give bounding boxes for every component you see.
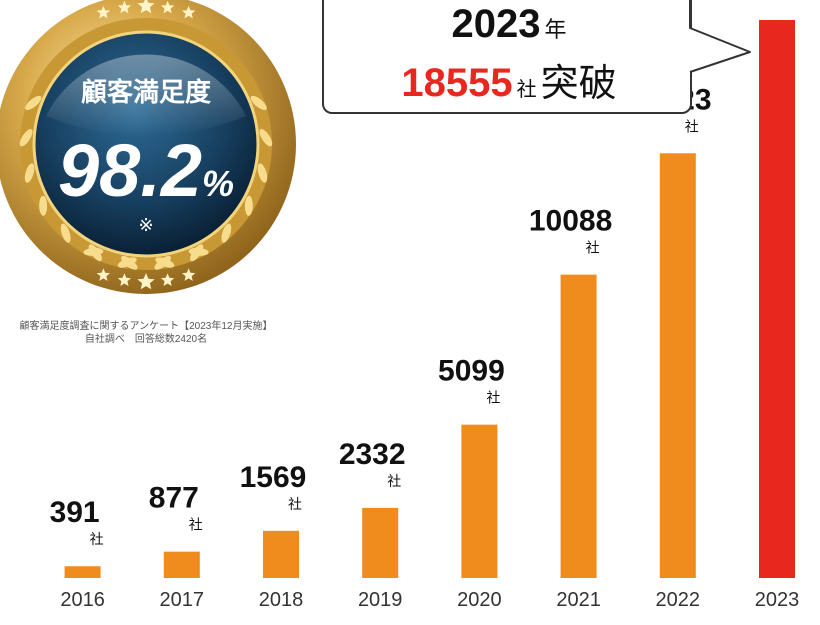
survey-note-line2: 自社調べ 回答総数2420名 (84, 334, 208, 345)
x-tick-2020: 2020 (457, 589, 502, 611)
value-label-2018: 1569 (240, 461, 307, 494)
value-unit-2021: 社 (586, 240, 600, 256)
laurel-icon (19, 95, 273, 270)
bar-2023 (759, 20, 795, 578)
bars-group (64, 20, 795, 578)
medal-footnote-mark: ※ (138, 215, 153, 235)
bar-2022 (659, 153, 696, 578)
callout-count-line: 18555 社突破 (324, 52, 694, 107)
value-unit-2019: 社 (387, 473, 401, 489)
x-tick-2016: 2016 (60, 589, 105, 611)
value-unit-2018: 社 (288, 496, 302, 512)
medal-value: 98.2 (58, 129, 202, 212)
value-label-2019: 2332 (339, 438, 406, 471)
callout-year: 2023 (451, 2, 541, 46)
x-tick-2019: 2019 (358, 589, 403, 611)
x-tick-2021: 2021 (556, 589, 601, 611)
callout-year-unit: 年 (544, 17, 567, 42)
medal-value-line: 98.2% (58, 129, 234, 212)
value-unit-2022: 社 (685, 118, 699, 134)
medal-percent: % (202, 163, 234, 204)
callout-count: 18555 (401, 61, 513, 105)
medal-shine (46, 54, 246, 136)
x-tick-2023: 2023 (755, 589, 800, 611)
value-unit-2016: 社 (90, 531, 104, 547)
bar-2021 (560, 274, 597, 578)
bar-2016 (64, 566, 101, 578)
callout-tail (689, 0, 751, 73)
x-tick-2022: 2022 (656, 589, 701, 611)
satisfaction-medal: 顧客満足度 98.2% ※ (0, 0, 296, 294)
medal-title: 顧客満足度 (81, 77, 211, 107)
value-label-2020: 5099 (438, 355, 505, 388)
value-label-2016: 391 (50, 496, 100, 529)
callout-year-line: 2023 年 (324, 2, 694, 47)
callout-box: 2023 年 18555 社突破 (322, 0, 692, 114)
star-icons (96, 0, 196, 290)
value-unit-2017: 社 (189, 517, 203, 533)
callout-suffix: 突破 (540, 63, 617, 105)
x-axis-ticks: 2016 2017 2018 2019 2020 2021 2022 2023 (60, 589, 799, 611)
bar-2019 (362, 507, 399, 578)
x-tick-2017: 2017 (160, 589, 205, 611)
bar-2020 (461, 424, 498, 578)
value-unit-2020: 社 (486, 390, 500, 406)
bar-2018 (263, 530, 299, 578)
survey-note: 顧客満足度調査に関するアンケート【2023年12月実施】 自社調べ 回答総数24… (0, 320, 292, 346)
callout-count-unit: 社 (516, 79, 537, 101)
x-tick-2018: 2018 (259, 589, 304, 611)
value-label-2017: 877 (149, 482, 199, 515)
bar-2017 (163, 551, 200, 578)
value-label-2021: 10088 (529, 205, 612, 238)
survey-note-line1: 顧客満足度調査に関するアンケート【2023年12月実施】 (19, 321, 273, 332)
